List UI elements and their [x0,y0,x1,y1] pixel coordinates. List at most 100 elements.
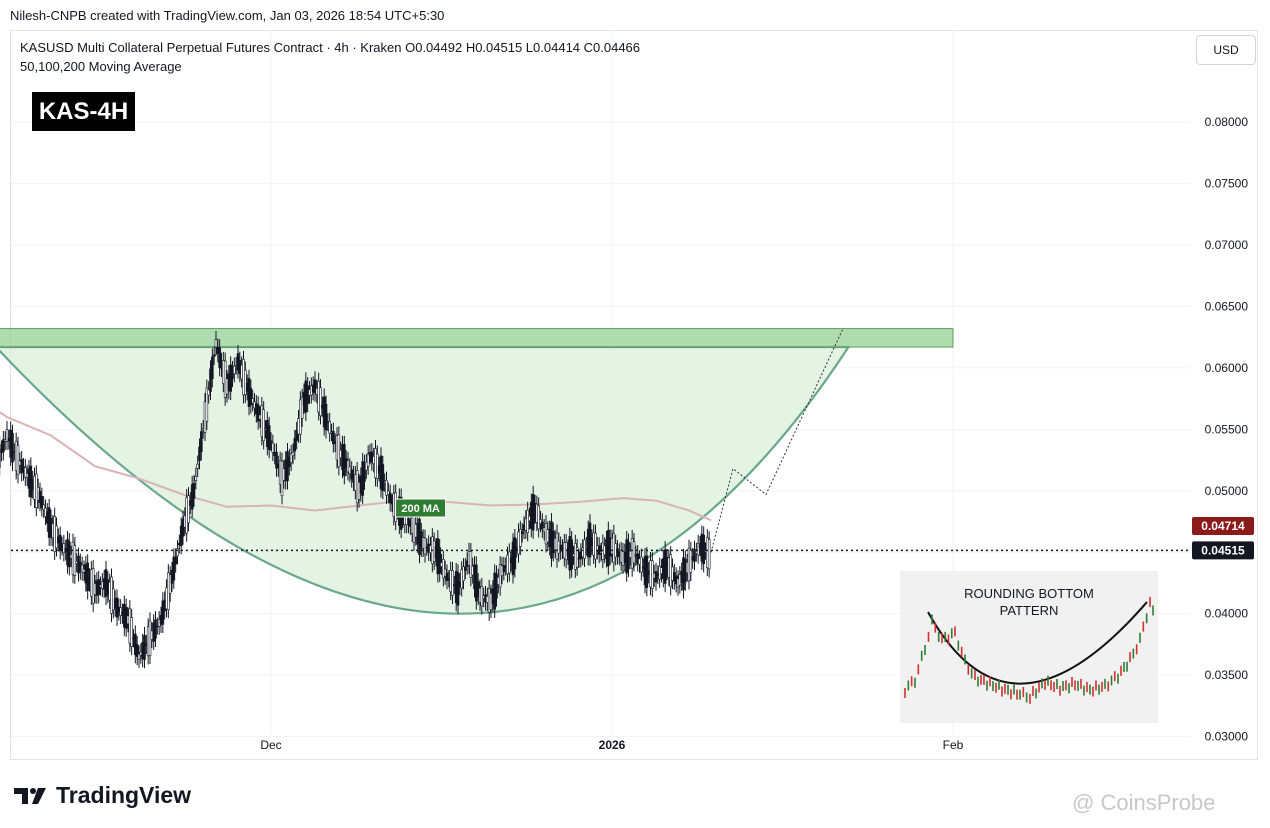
price-tick: 0.07500 [1205,177,1249,191]
candle-body [689,550,693,573]
candle-body [209,368,212,392]
ma-value-badge [1192,516,1254,535]
candle-body [2,439,5,453]
candle-body [456,572,460,606]
candle-body [291,451,295,457]
rounding-bottom-curve [0,345,851,615]
candle-body [40,495,44,509]
candle-body [187,495,190,524]
candle-body [513,537,517,570]
candle-body [205,387,209,422]
candle-body [423,537,427,555]
candle-body [451,570,454,596]
candle-body [62,543,66,554]
candle-body [214,339,218,348]
candle-body [696,542,700,556]
chart-credit: Nilesh-CNPB created with TradingView.com… [10,8,445,23]
candle-body [526,510,529,534]
tradingview-logo[interactable]: TradingView [14,782,191,809]
price-tick: 0.03500 [1205,668,1249,682]
candle-body [194,476,198,481]
candle-body [249,387,253,406]
candle-body [135,644,139,657]
candle-body [269,440,273,443]
time-tick: Feb [943,738,964,752]
candle-body [346,460,350,473]
candle-body [73,545,77,576]
candle-body [143,635,146,660]
candle-body [42,504,45,510]
candle-body [363,463,366,482]
candle-body [632,541,636,564]
ma-annotation-tag: 200 MA [395,498,447,518]
resistance-zone [0,328,954,348]
candle-body [233,365,236,375]
candle-body [502,565,506,573]
candle-body [462,566,465,582]
candle-body [707,539,711,570]
ma-annotation-bg [395,498,447,518]
candle-body [275,451,278,469]
time-axis: Dec 2026 Feb [260,738,963,752]
candle-body [295,430,298,441]
time-tick: Dec [260,738,281,752]
currency-button[interactable]: USD [1196,35,1256,65]
candle-body [256,404,260,422]
candle-body [174,556,177,565]
candle-body [251,398,254,404]
candle-body [640,556,643,573]
candle-body [328,421,331,434]
candle-body [495,573,498,599]
candle-body [20,459,23,474]
candle-body [366,453,370,467]
candle-body [244,369,247,395]
candle-body [289,453,293,463]
candle-body [636,553,639,564]
price-tick: 0.06000 [1205,361,1249,375]
candle-body [137,653,141,660]
candle-body [267,425,271,450]
ma-value-text: 0.04714 [1201,519,1245,533]
kas-4h-tag: KAS-4H [32,92,135,131]
candle-body [168,574,172,594]
price-badge-text: 0.04515 [1201,543,1245,557]
candle-body [319,387,322,417]
candle-body [332,430,335,445]
candle-body [469,551,473,578]
tradingview-icon [14,787,46,804]
candle-body [388,492,392,504]
candle-body [300,397,304,419]
candle-body [218,347,221,368]
candle-body [211,356,214,380]
candle-body [200,431,203,453]
candle-body [119,607,122,616]
candle-body [5,429,9,442]
candle-body [24,467,27,478]
candle-body [324,403,328,431]
candle-body [445,572,449,581]
chart-frame [10,30,1258,760]
price-tick: 0.03000 [1205,730,1249,744]
candle-body [80,564,84,573]
candle-body [541,521,544,530]
candle-body [442,559,445,579]
candle-body [212,354,216,357]
price-tick: 0.07000 [1205,238,1249,252]
candle-body [207,389,210,396]
inset-candles [904,596,1154,704]
inset-title-2: PATTERN [1000,603,1059,618]
candle-body [597,545,601,555]
candle-body [262,409,265,442]
candle-body [16,445,20,476]
candle-body [198,446,201,462]
candle-body [313,379,317,394]
candle-body [293,438,297,452]
candle-body [583,539,586,559]
price-tick: 0.06500 [1205,299,1249,313]
indicator-line[interactable]: 50,100,200 Moving Average [20,59,182,74]
candle-body [438,547,441,574]
inset-bg [900,571,1158,723]
candle-body [519,529,522,547]
candle-body [464,566,467,571]
